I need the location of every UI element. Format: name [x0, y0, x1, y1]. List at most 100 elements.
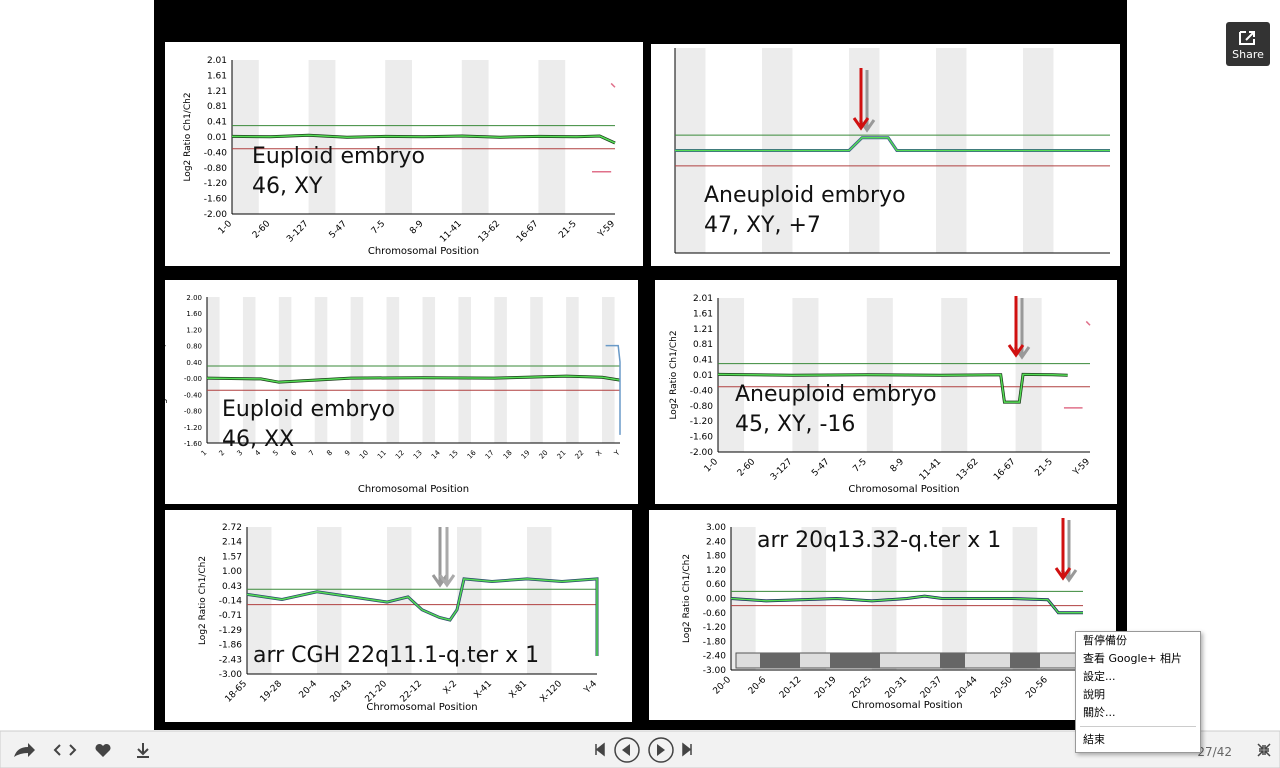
- x-tick-label: 5: [271, 449, 280, 458]
- y-tick-label: 0.80: [186, 343, 202, 351]
- chromosome-band: [457, 527, 482, 674]
- y-axis-label: Log2 Ratio Ch1/Ch2: [198, 556, 208, 645]
- y-tick-label: -0.71: [219, 611, 242, 621]
- x-tick-label: 21: [556, 449, 568, 461]
- y-tick-label: 0.40: [186, 359, 202, 367]
- y-tick-label: -3.00: [219, 670, 243, 680]
- chromosome-band: [602, 297, 615, 443]
- y-tick-label: 1.61: [207, 71, 227, 81]
- chromosome-band: [278, 297, 292, 443]
- chromosome-band: [314, 297, 328, 443]
- x-axis-label: Chromosomal Position: [848, 484, 959, 495]
- trace-highlight: [675, 136, 1110, 152]
- y-tick-label: 2.14: [222, 538, 242, 548]
- y-tick-label: 1.20: [706, 566, 726, 576]
- y-tick-label: -2.00: [690, 448, 714, 458]
- y-tick-label: -0.80: [204, 164, 228, 174]
- x-axis-label: Chromosomal Position: [366, 702, 477, 713]
- menu-item[interactable]: 關於...: [1083, 706, 1116, 719]
- y-tick-label: 2.00: [186, 294, 202, 302]
- y-tick-label: 2.72: [222, 523, 242, 533]
- x-tick-label: 3: [236, 449, 245, 458]
- share-label: Share: [1232, 48, 1264, 61]
- y-tick-label: 1.57: [222, 552, 242, 562]
- y-tick-label: 0.60: [706, 580, 726, 590]
- y-tick-label: -2.40: [703, 652, 727, 662]
- share-button[interactable]: Share: [1226, 22, 1270, 66]
- annotation: arr 20q13.32-q.ter x 1: [757, 528, 1001, 553]
- y-tick-label: -0.40: [204, 148, 228, 158]
- y-tick-label: -1.20: [204, 179, 228, 189]
- trace-highlight: [246, 578, 598, 657]
- context-menu: 暫停備份 查看 Google+ 相片 設定... 說明 關於... 結束: [1075, 631, 1201, 753]
- y-tick-label: -3.00: [703, 666, 727, 676]
- y-tick-label: -2.43: [219, 655, 242, 665]
- y-tick-label: 0.01: [207, 133, 227, 143]
- x-tick-label: 22: [574, 449, 586, 461]
- y-axis-label: Log2 Ratio Ch1/Ch2: [682, 554, 692, 643]
- menu-item[interactable]: 結束: [1083, 733, 1105, 746]
- chromosome-band: [458, 297, 471, 443]
- x-tick-label: 15: [448, 449, 460, 461]
- chromosome-band: [317, 527, 342, 674]
- y-tick-label: 0.43: [222, 582, 242, 592]
- annotation: Aneuploid embryo: [735, 382, 937, 407]
- menu-item[interactable]: 查看 Google+ 相片: [1083, 652, 1182, 665]
- chromosome-band: [566, 297, 579, 443]
- x-tick-label: 9: [343, 449, 352, 458]
- annotation: 46, XX: [222, 427, 294, 452]
- y-tick-label: 1.21: [693, 325, 713, 335]
- chromosome-band: [386, 297, 400, 443]
- y-tick-label: -0.40: [184, 391, 202, 399]
- annotation: arr CGH 22q11.1-q.ter x 1: [253, 643, 539, 668]
- annotation: 45, XY, -16: [735, 412, 855, 437]
- x-tick-label: 2: [218, 449, 227, 458]
- y-tick-label: 2.01: [693, 294, 713, 304]
- y-tick-label: 2.40: [706, 537, 726, 547]
- y-axis-label: Log2 Ratio Ch1/Ch2: [158, 325, 168, 414]
- trace-highlight: [231, 134, 616, 144]
- annotation: Euploid embryo: [252, 144, 425, 169]
- x-tick-label: 19: [520, 449, 532, 461]
- toolbar: [0, 730, 1280, 768]
- ideogram-band: [760, 653, 800, 668]
- x-axis-label: Chromosomal Position: [358, 484, 469, 495]
- y-tick-label: -1.60: [690, 433, 714, 443]
- y-tick-label: -1.20: [184, 424, 202, 432]
- y-tick-label: 1.21: [207, 87, 227, 97]
- x-tick-label: 17: [484, 449, 496, 461]
- toolbar-icons[interactable]: [14, 737, 1271, 763]
- chromosome-band: [422, 297, 436, 443]
- x-tick-label: 13: [412, 449, 424, 461]
- menu-item[interactable]: 設定...: [1083, 670, 1116, 683]
- page-counter: 27/42: [1197, 745, 1232, 759]
- ideogram-band: [1010, 653, 1040, 668]
- y-tick-label: -1.20: [690, 417, 714, 427]
- y-tick-label: -1.80: [703, 637, 727, 647]
- arrow: [852, 68, 870, 131]
- menu-item[interactable]: 說明: [1083, 688, 1105, 701]
- menu-item[interactable]: 暫停備份: [1083, 634, 1127, 647]
- y-tick-label: 0.81: [693, 340, 713, 350]
- x-tick-label: 8: [325, 449, 334, 458]
- y-axis-label: Log2 Ratio Ch1/Ch2: [669, 330, 679, 419]
- arrow: [1054, 518, 1072, 581]
- chromosome-band: [242, 297, 256, 443]
- y-tick-label: -0.60: [703, 609, 727, 619]
- y-tick-label: 1.20: [186, 326, 202, 334]
- chromosome-band: [527, 527, 552, 674]
- arrow: [438, 527, 456, 588]
- y-tick-label: -2.00: [204, 210, 228, 220]
- y-tick-label: 0.81: [207, 102, 227, 112]
- y-tick-label: -1.86: [219, 641, 243, 651]
- x-tick-label: 1: [200, 449, 209, 458]
- y-tick-label: -0.80: [184, 408, 202, 416]
- x-tick-label: X: [594, 449, 603, 458]
- y-axis-label: Log2 Ratio Ch1/Ch2: [183, 92, 193, 181]
- chromosome-band: [247, 527, 272, 674]
- x-tick-label: 20: [538, 449, 550, 461]
- y-tick-label: 1.80: [706, 552, 726, 562]
- y-tick-label: -0.14: [219, 597, 243, 607]
- x-tick-label: 4: [253, 448, 262, 457]
